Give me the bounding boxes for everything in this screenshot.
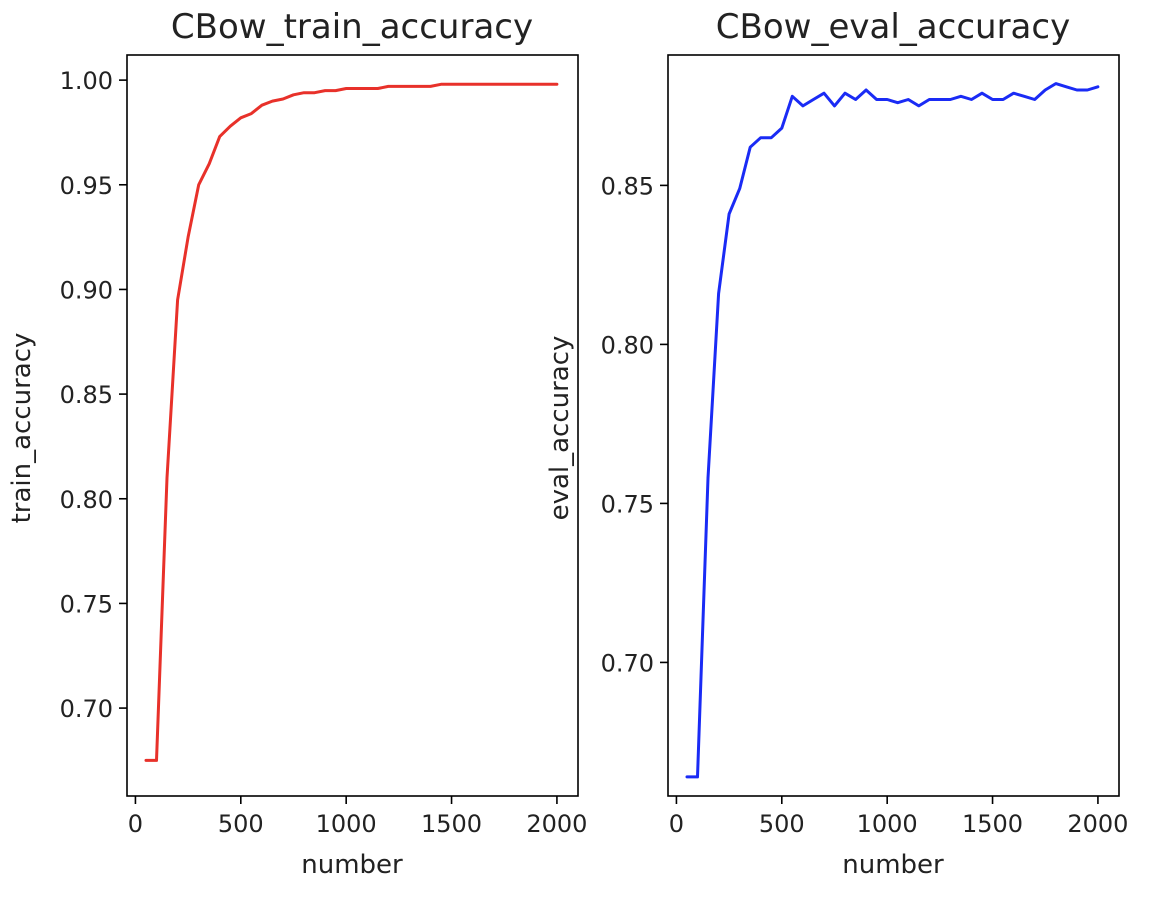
- y-tick-label: 0.90: [60, 276, 113, 304]
- x-tick-label: 1500: [421, 810, 482, 838]
- y-axis-label: train_accuracy: [7, 333, 37, 524]
- y-tick-label: 0.75: [601, 490, 654, 518]
- y-tick-label: 0.85: [60, 381, 113, 409]
- y-tick-label: 1.00: [60, 67, 113, 95]
- x-tick-label: 1000: [316, 810, 377, 838]
- eval-accuracy-panel: CBow_eval_accuracy number eval_accuracy …: [545, 7, 1128, 880]
- x-tick-label: 2000: [526, 810, 587, 838]
- chart-title: CBow_eval_accuracy: [716, 7, 1070, 47]
- axis-ticks: 0 500 1000 1500 2000 0.70 0.75 0.80 0.85 0.90 0.95…: [60, 67, 588, 838]
- y-tick-label: 0.80: [60, 486, 113, 514]
- chart-title: CBow_train_accuracy: [171, 7, 533, 47]
- y-tick-label: 0.95: [60, 172, 113, 200]
- axis-ticks: 0 500 1000 1500 2000 0.70 0.75 0.80 0.85: [601, 172, 1129, 838]
- y-tick-label: 0.70: [60, 695, 113, 723]
- x-tick-label: 1000: [857, 810, 918, 838]
- x-tick-label: 500: [759, 810, 805, 838]
- x-axis-label: number: [842, 850, 944, 880]
- train-accuracy-line: [144, 82, 559, 762]
- y-tick-label: 0.85: [601, 172, 654, 200]
- plot-frame: [126, 54, 579, 797]
- y-axis-label: eval_accuracy: [545, 336, 575, 521]
- x-tick-label: 0: [128, 810, 143, 838]
- x-axis-label: number: [301, 850, 403, 880]
- x-tick-label: 2000: [1067, 810, 1128, 838]
- plot-frame: [667, 54, 1120, 797]
- x-tick-label: 500: [218, 810, 264, 838]
- train-accuracy-panel: CBow_train_accuracy number train_accurac…: [7, 7, 587, 880]
- y-tick-label: 0.80: [601, 331, 654, 359]
- x-tick-label: 0: [669, 810, 684, 838]
- eval-accuracy-line: [685, 82, 1100, 779]
- y-tick-label: 0.70: [601, 649, 654, 677]
- x-tick-label: 1500: [962, 810, 1023, 838]
- y-tick-label: 0.75: [60, 590, 113, 618]
